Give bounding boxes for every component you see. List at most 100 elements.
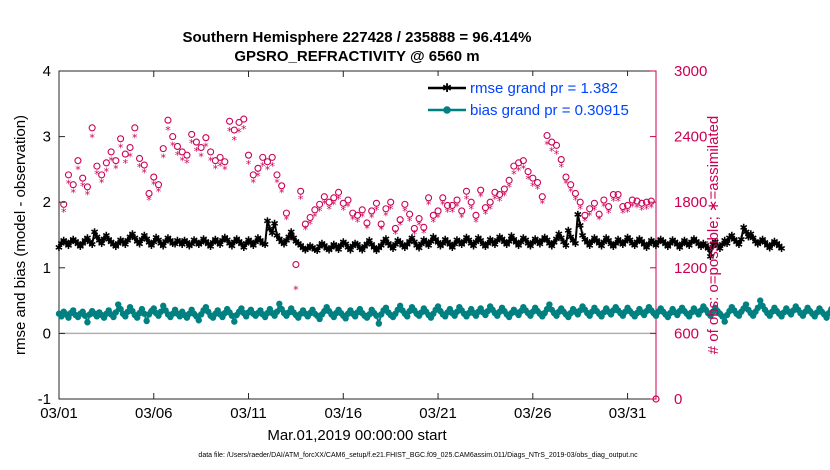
rmse-point: ✱: [578, 231, 586, 242]
rmse-point: ✱: [730, 235, 738, 246]
rmse-point: ✱: [225, 239, 233, 250]
rmse-point: ✱: [405, 237, 413, 248]
obs-possible-point: [282, 209, 290, 217]
bias-point: [757, 297, 764, 304]
rmse-point: ✱: [107, 238, 115, 249]
obs-possible-point: [562, 173, 570, 181]
y2-tick-label: 600: [674, 325, 699, 342]
rmse-point: ✱: [277, 238, 285, 249]
obs-assimilated-point: *: [596, 214, 602, 227]
rmse-point: ✱: [725, 234, 733, 245]
rmse-point: ✱: [479, 240, 487, 251]
rmse-point: ✱: [540, 233, 548, 244]
rmse-line: [58, 213, 783, 257]
obs-assimilated-point: *: [222, 163, 228, 176]
obs-possible-point: [543, 131, 551, 140]
obs-assimilated-point: *: [397, 219, 403, 232]
rmse-point: ✱: [434, 238, 442, 249]
bias-point: [546, 301, 553, 308]
obs-assimilated-point: *: [540, 197, 546, 210]
rmse-point: ✱: [744, 232, 752, 243]
rmse-point: ✱: [251, 238, 259, 249]
obs-possible-point: [249, 171, 257, 179]
obs-possible-point: [178, 148, 186, 156]
obs-possible-point: [590, 199, 598, 207]
obs-possible-point: [278, 182, 286, 190]
obs-possible-point: [320, 193, 328, 201]
rmse-point: ✱: [751, 237, 759, 248]
rmse-point: ✱: [389, 244, 397, 255]
rmse-point: ✱: [628, 239, 636, 250]
rmse-point: ✱: [280, 240, 288, 251]
obs-possible-point: [98, 171, 106, 179]
obs-assimilated-point: *: [492, 193, 498, 206]
obs-possible-point: [586, 205, 594, 213]
rmse-point: ✱: [318, 239, 326, 250]
rmse-point: ✱: [711, 238, 719, 249]
obs-assimilated-point: *: [502, 190, 508, 203]
rmse-point: ✱: [460, 237, 468, 248]
obs-assimilated-point: *: [89, 132, 95, 145]
obs-assimilated-point: *: [279, 186, 285, 199]
rmse-point: ✱: [192, 238, 200, 249]
rmse-point: ✱: [526, 241, 534, 252]
rmse-point: ✱: [142, 234, 150, 245]
bias-point: [404, 313, 411, 320]
rmse-point: ✱: [150, 238, 158, 249]
obs-assimilated-point: *: [468, 203, 474, 216]
rmse-point: ✱: [514, 241, 522, 252]
rmse-point: ✱: [533, 237, 541, 248]
obs-assimilated-point: *: [473, 216, 479, 229]
obs-assimilated-point: *: [563, 178, 569, 191]
rmse-point: ✱: [450, 240, 458, 251]
obs-possible-point: [254, 164, 262, 172]
obs-possible-point: [117, 135, 125, 143]
obs-assimilated-point: *: [359, 210, 365, 223]
x-axis-label: Mar.01,2019 00:00:00 start: [267, 427, 447, 444]
obs-assimilated-point: *: [568, 185, 574, 198]
rmse-point: ✱: [71, 237, 79, 248]
obs-possible-point: [145, 189, 153, 198]
rmse-point: ✱: [325, 245, 333, 256]
rmse-point: ✱: [190, 236, 198, 247]
rmse-point: ✱: [623, 233, 631, 244]
rmse-point: ✱: [476, 236, 484, 247]
obs-assimilated-point: *: [341, 204, 347, 217]
rmse-point: ✱: [668, 236, 676, 247]
rmse-point: ✱: [296, 241, 304, 252]
obs-assimilated-point: *: [307, 218, 313, 231]
rmse-point: ✱: [218, 236, 226, 247]
rmse-point: ✱: [761, 238, 769, 249]
obs-possible-point: [396, 216, 404, 224]
rmse-point: ✱: [199, 234, 207, 245]
obs-assimilated-point: *: [118, 142, 124, 155]
obs-possible-point: [259, 153, 267, 161]
obs-possible-point: [624, 201, 632, 210]
rmse-point: ✱: [161, 237, 169, 248]
rmse-point: ✱: [488, 238, 496, 249]
rmse-point: ✱: [401, 243, 409, 254]
obs-assimilated-point: *: [355, 216, 361, 229]
rmse-point: ✱: [249, 241, 257, 252]
rmse-point: ✱: [737, 235, 745, 246]
bias-point: [195, 317, 202, 324]
obs-possible-point: [311, 206, 319, 214]
obs-assimilated-point: *: [459, 212, 465, 225]
rmse-point: ✱: [128, 230, 136, 241]
obs-assimilated-point: *: [535, 183, 541, 196]
rmse-point: ✱: [403, 240, 411, 251]
rmse-point: ✱: [559, 238, 567, 249]
rmse-point: ✱: [242, 239, 250, 250]
obs-assimilated-point: *: [227, 125, 233, 138]
rmse-point: ✱: [228, 241, 236, 252]
obs-possible-point: [240, 115, 248, 123]
rmse-point: ✱: [398, 241, 406, 252]
obs-possible-point: [505, 176, 513, 184]
rmse-point: ✱: [74, 240, 82, 251]
rmse-point: ✱: [638, 237, 646, 248]
rmse-point: ✱: [517, 238, 525, 249]
y-tick-label: 0: [43, 325, 51, 342]
obs-assimilated-point: *: [213, 162, 219, 175]
obs-possible-point: [571, 189, 580, 198]
obs-assimilated-point: *: [511, 168, 517, 181]
